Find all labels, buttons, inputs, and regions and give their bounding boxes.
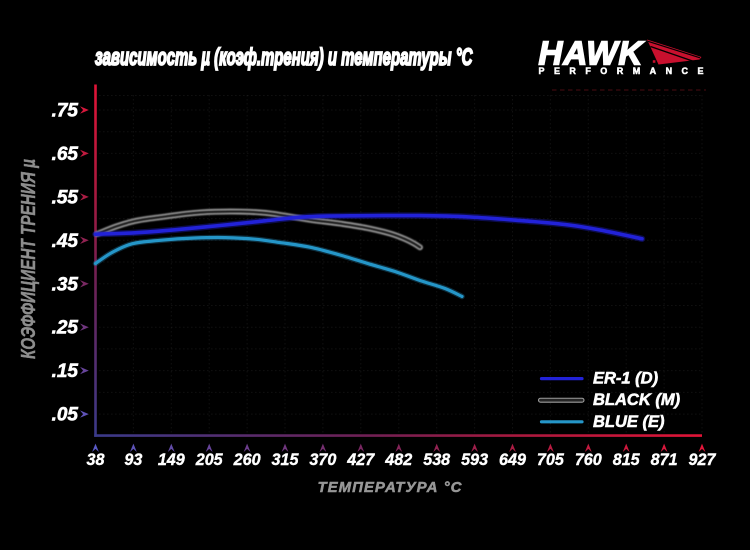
- svg-text:93: 93: [124, 450, 143, 469]
- svg-text:BLACK (M): BLACK (M): [593, 391, 681, 409]
- svg-text:205: 205: [195, 450, 224, 469]
- svg-text:.05: .05: [52, 405, 79, 426]
- svg-text:.55: .55: [52, 187, 79, 208]
- svg-text:649: 649: [499, 450, 527, 469]
- svg-text:760: 760: [575, 450, 603, 469]
- svg-text:.45: .45: [52, 231, 79, 252]
- svg-text:427: 427: [346, 450, 375, 469]
- svg-text:.35: .35: [52, 274, 79, 295]
- svg-text:705: 705: [537, 450, 565, 469]
- svg-text:.65: .65: [52, 144, 79, 165]
- svg-text:815: 815: [613, 450, 641, 469]
- svg-text:38: 38: [87, 450, 106, 469]
- svg-text:927: 927: [689, 450, 717, 469]
- svg-text:HAWK: HAWK: [539, 35, 645, 72]
- svg-text:871: 871: [651, 450, 678, 469]
- svg-text:149: 149: [158, 450, 186, 469]
- svg-text:зависимость µ (коэф.трения) и: зависимость µ (коэф.трения) и температур…: [95, 44, 473, 70]
- svg-text:PERFORMANCE: PERFORMANCE: [539, 66, 713, 76]
- svg-text:.75: .75: [52, 101, 79, 122]
- svg-text:ER-1 (D): ER-1 (D): [593, 370, 659, 388]
- svg-text:593: 593: [461, 450, 489, 469]
- svg-text:538: 538: [423, 450, 451, 469]
- svg-text:482: 482: [384, 450, 413, 469]
- svg-text:370: 370: [309, 450, 337, 469]
- svg-text:.25: .25: [52, 318, 79, 339]
- svg-text:ТЕМПЕРАТУРА °C: ТЕМПЕРАТУРА °C: [317, 479, 462, 496]
- svg-text:315: 315: [272, 450, 300, 469]
- svg-text:.15: .15: [52, 361, 79, 382]
- svg-text:КОЭФФИЦИЕНТ ТРЕНИЯ µ: КОЭФФИЦИЕНТ ТРЕНИЯ µ: [17, 159, 39, 359]
- svg-text:260: 260: [233, 450, 262, 469]
- svg-text:BLUE (E): BLUE (E): [593, 413, 665, 431]
